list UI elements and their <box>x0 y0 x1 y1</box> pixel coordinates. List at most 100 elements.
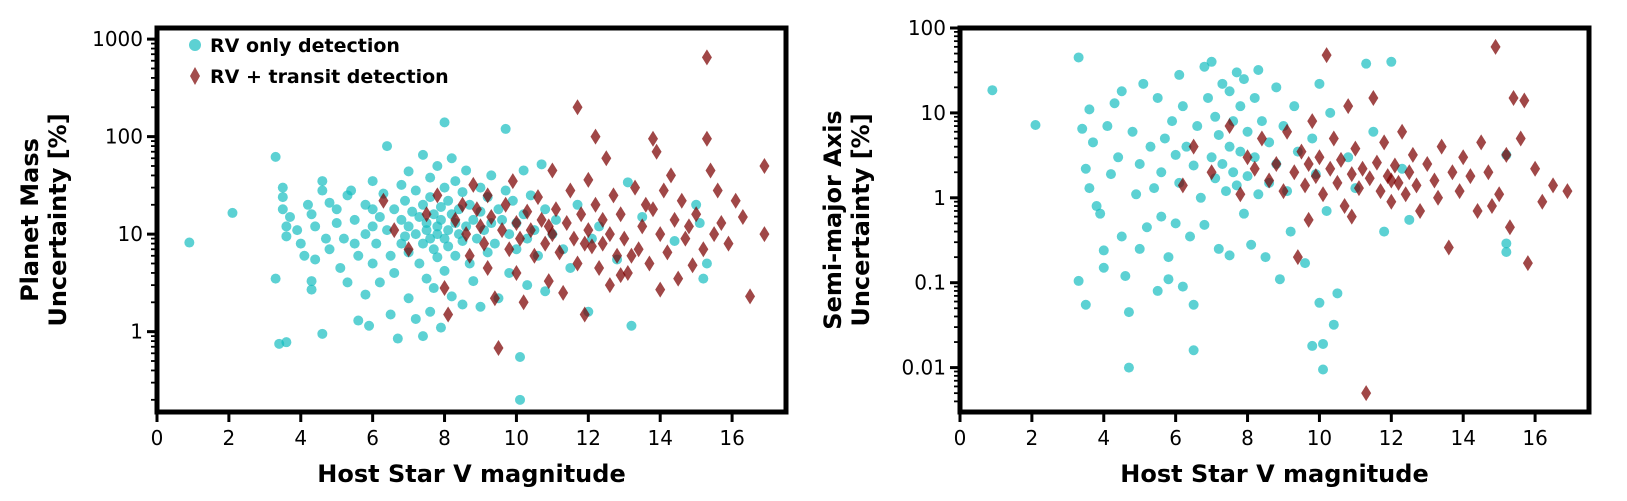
data-point-rv-only <box>1177 101 1188 112</box>
data-point-rv-only <box>1397 163 1408 174</box>
data-point-rv-only <box>1091 201 1102 212</box>
data-point-rv-only <box>400 231 411 242</box>
data-point-rv-transit <box>482 187 493 204</box>
data-point-rv-transit <box>655 281 666 298</box>
data-point-rv-only <box>1073 275 1084 286</box>
data-point-rv-only <box>626 320 637 331</box>
data-point-rv-only <box>1116 231 1127 242</box>
data-point-rv-only <box>1134 159 1145 170</box>
data-point-rv-transit <box>482 259 493 276</box>
data-point-rv-transit <box>622 264 633 281</box>
data-point-rv-only <box>184 237 195 248</box>
data-point-rv-only <box>500 123 511 134</box>
data-point-rv-only <box>446 153 457 164</box>
data-point-rv-only <box>482 247 493 258</box>
data-point-rv-only <box>425 306 436 317</box>
data-point-rv-only <box>1404 214 1415 225</box>
y-axis-label-line: Planet Mass <box>16 138 44 302</box>
x-tick-label: 4 <box>294 426 307 450</box>
data-point-rv-transit <box>486 208 497 225</box>
data-point-rv-transit <box>464 247 475 264</box>
data-point-rv-only <box>1174 69 1185 80</box>
data-point-rv-only <box>281 221 292 232</box>
data-point-rv-transit <box>759 157 770 174</box>
data-point-rv-only <box>1163 274 1174 285</box>
data-point-rv-transit <box>558 284 569 301</box>
data-point-rv-only <box>468 276 479 287</box>
data-point-rv-only <box>572 199 583 210</box>
x-tick-label: 14 <box>647 426 672 450</box>
data-point-rv-only <box>417 199 428 210</box>
data-point-rv-transit <box>522 203 533 220</box>
data-point-rv-transit <box>701 49 712 66</box>
data-point-rv-only <box>1224 86 1235 97</box>
data-point-rv-only <box>1318 338 1329 349</box>
data-point-rv-only <box>1256 116 1267 127</box>
data-point-rv-transit <box>529 247 540 264</box>
data-point-rv-only <box>1170 218 1181 229</box>
data-point-rv-transit <box>1476 134 1487 151</box>
data-point-rv-only <box>403 221 414 232</box>
data-point-rv-transit <box>461 226 472 243</box>
data-point-rv-transit <box>701 130 712 147</box>
data-point-rv-transit <box>583 171 594 188</box>
data-point-rv-only <box>1203 92 1214 103</box>
data-point-rv-transit <box>572 99 583 116</box>
data-point-rv-only <box>432 252 443 263</box>
data-point-rv-only <box>1379 226 1390 237</box>
data-points <box>184 49 770 405</box>
data-point-rv-transit <box>1328 130 1339 147</box>
data-point-rv-only <box>324 197 335 208</box>
data-point-rv-only <box>540 286 551 297</box>
legend-rv-transit-label: RV + transit detection <box>210 66 449 88</box>
data-point-rv-only <box>1188 345 1199 356</box>
data-point-rv-only <box>1123 307 1134 318</box>
data-point-rv-only <box>1138 78 1149 89</box>
data-point-rv-only <box>417 331 428 342</box>
data-point-rv-only <box>1253 189 1264 200</box>
y-tick-label: 10 <box>921 101 946 125</box>
data-point-rv-transit <box>547 162 558 179</box>
data-point-rv-transit <box>1562 183 1573 200</box>
data-point-rv-transit <box>1407 146 1418 163</box>
data-point-rv-only <box>277 204 288 215</box>
data-point-rv-transit <box>576 206 587 223</box>
data-point-rv-only <box>439 233 450 244</box>
data-point-rv-transit <box>712 182 723 199</box>
data-point-rv-only <box>407 206 418 217</box>
data-point-rv-transit <box>1415 202 1426 219</box>
data-point-rv-only <box>1149 183 1160 194</box>
data-point-rv-only <box>1238 74 1249 85</box>
data-point-rv-transit <box>1504 219 1515 236</box>
data-point-rv-only <box>367 176 378 187</box>
data-point-rv-transit <box>1530 160 1541 177</box>
data-point-rv-only <box>1131 189 1142 200</box>
data-point-rv-only <box>1199 219 1210 230</box>
data-point-rv-transit <box>543 218 554 235</box>
data-point-rv-only <box>1246 239 1257 250</box>
data-point-rv-only <box>360 199 371 210</box>
data-point-rv-only <box>392 333 403 344</box>
data-point-rv-only <box>450 250 461 261</box>
data-point-rv-transit <box>612 247 623 264</box>
data-point-rv-transit <box>1242 149 1253 166</box>
data-point-rv-transit <box>583 222 594 239</box>
data-point-rv-only <box>425 233 436 244</box>
data-point-rv-only <box>1249 92 1260 103</box>
data-point-rv-transit <box>658 182 669 199</box>
data-point-rv-transit <box>1515 130 1526 147</box>
data-point-rv-only <box>525 190 536 201</box>
data-point-rv-only <box>425 172 436 183</box>
data-point-rv-only <box>1224 250 1235 261</box>
data-point-rv-only <box>1156 167 1167 178</box>
data-point-rv-only <box>1332 288 1343 299</box>
y-tick-label: 100 <box>908 16 946 40</box>
data-point-rv-only <box>1120 270 1131 281</box>
data-point-rv-transit <box>1361 385 1372 402</box>
data-point-rv-transit <box>1548 177 1559 194</box>
data-point-rv-only <box>432 229 443 240</box>
data-point-rv-transit <box>669 211 680 228</box>
data-point-rv-only <box>435 214 446 225</box>
data-point-rv-only <box>1260 252 1271 263</box>
data-point-rv-only <box>1156 211 1167 222</box>
